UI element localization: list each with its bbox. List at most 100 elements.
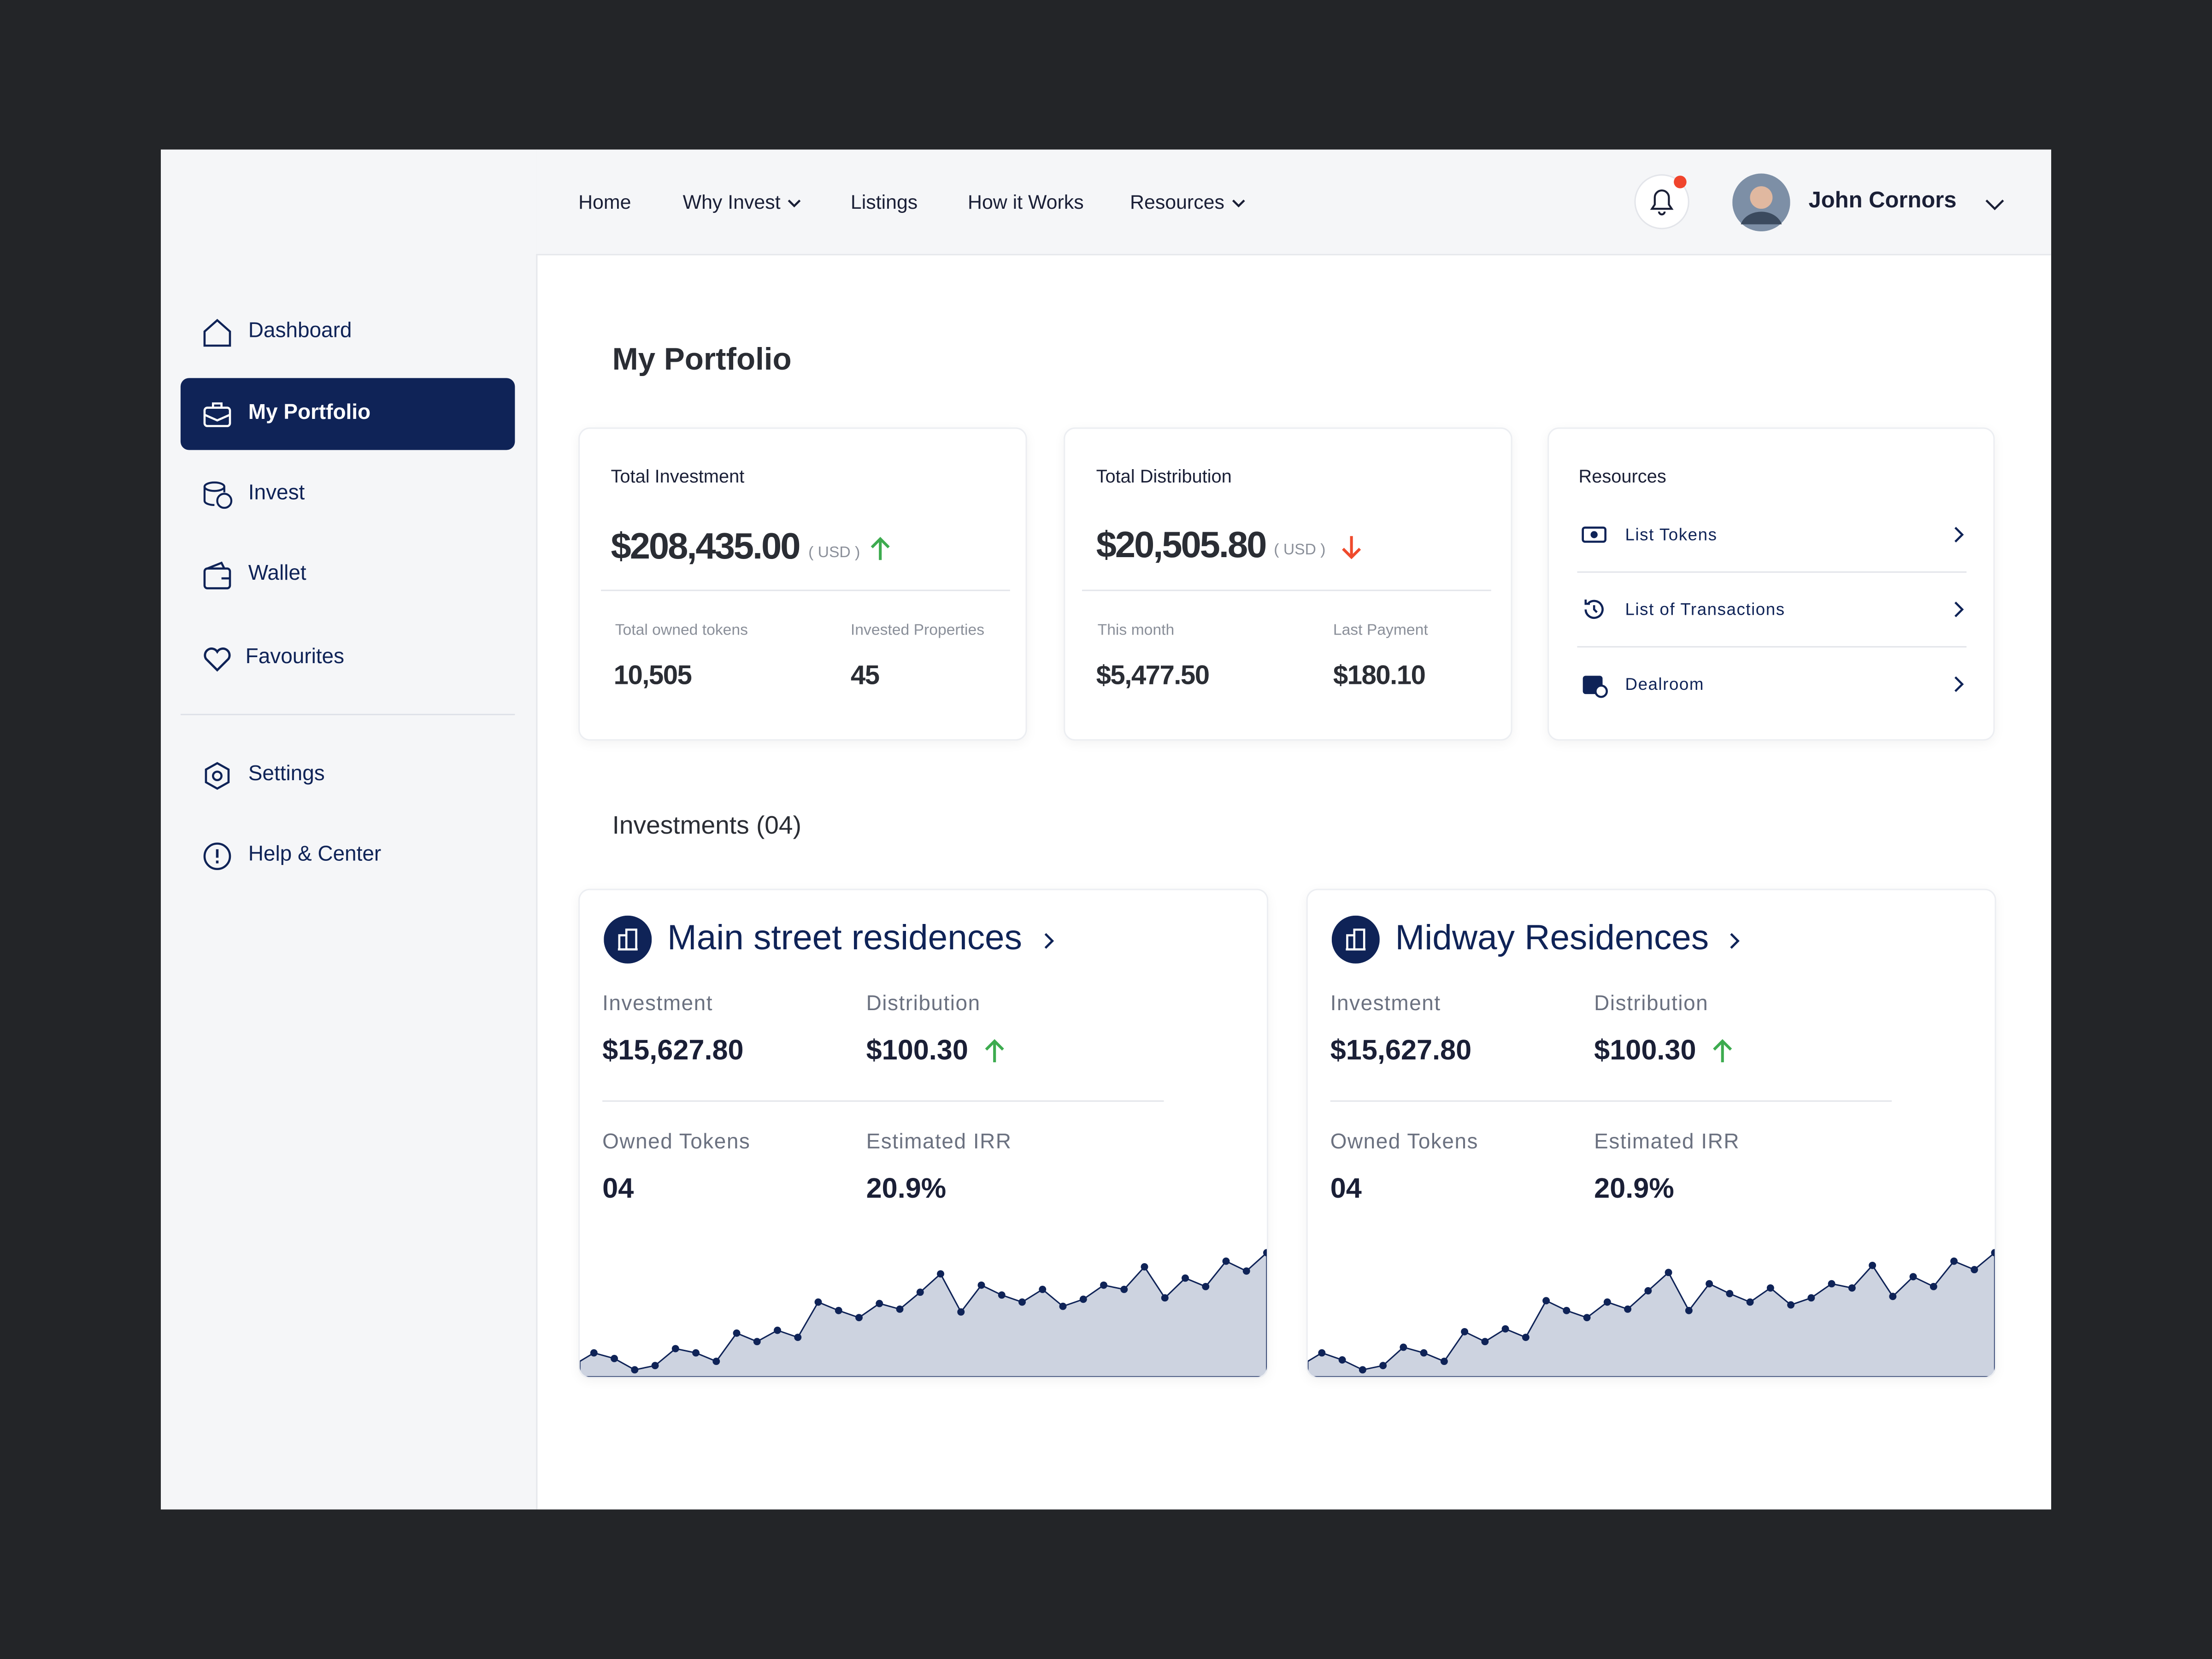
- sparkline-point: [1950, 1257, 1958, 1265]
- resource-icon: [1582, 526, 1606, 543]
- sparkline-point: [1848, 1284, 1856, 1292]
- sidebar-item[interactable]: Invest: [181, 459, 515, 530]
- field-label: Estimated IRR: [1594, 1130, 1740, 1154]
- sparkline-point: [1242, 1267, 1250, 1275]
- sparkline-point: [1787, 1301, 1795, 1309]
- stat-label: This month: [1097, 622, 1175, 639]
- icon: [203, 481, 233, 509]
- amount: $208,435.00: [611, 524, 801, 567]
- sparkline-point: [977, 1281, 985, 1289]
- sparkline-point: [1766, 1284, 1774, 1292]
- avatar[interactable]: [1732, 173, 1790, 232]
- sparkline-point: [1079, 1295, 1087, 1303]
- property-name[interactable]: Main street residences: [667, 918, 1022, 958]
- sparkline-point: [590, 1349, 598, 1357]
- field-value: $15,627.80: [1330, 1035, 1472, 1067]
- property-card[interactable]: [578, 888, 1269, 1378]
- icon: [203, 402, 231, 427]
- user-name[interactable]: John Cornors: [1808, 189, 1957, 213]
- nav-text: Why Invest: [682, 190, 781, 213]
- divider: [602, 1100, 1164, 1102]
- nav-link[interactable]: Listings: [850, 190, 918, 213]
- sidebar-item-active[interactable]: My Portfolio: [180, 378, 515, 450]
- sparkline-point: [1930, 1282, 1937, 1290]
- sidebar-label: My Portfolio: [248, 400, 371, 425]
- sparkline-point: [712, 1358, 720, 1365]
- amount: $20,505.80: [1096, 523, 1267, 566]
- sparkline-point: [1318, 1349, 1326, 1357]
- nav-link[interactable]: How it Works: [968, 190, 1084, 213]
- nav-link[interactable]: Home: [578, 190, 631, 213]
- chevron: [1232, 200, 1245, 208]
- sparkline-point: [1420, 1349, 1428, 1357]
- sidebar-label: Help & Center: [248, 842, 382, 866]
- sparkline-point: [1018, 1298, 1026, 1306]
- sparkline-point: [1141, 1263, 1148, 1271]
- icon: [203, 318, 231, 347]
- field-label: Owned Tokens: [1330, 1130, 1479, 1154]
- property-icon: [604, 915, 652, 964]
- sidebar-item[interactable]: Dashboard: [181, 296, 515, 368]
- sidebar-item[interactable]: Favourites: [181, 622, 515, 694]
- notification-button[interactable]: [1632, 172, 1692, 231]
- sparkline-point: [1481, 1338, 1489, 1346]
- stat-label: Invested Properties: [850, 622, 985, 639]
- field-value: 20.9%: [866, 1173, 947, 1205]
- property-icon: [1331, 915, 1380, 964]
- sparkline-point: [814, 1298, 822, 1306]
- sparkline-point: [1440, 1358, 1448, 1365]
- sparkline-point: [1379, 1362, 1387, 1370]
- property-name[interactable]: Midway Residences: [1395, 918, 1709, 958]
- user-menu-chevron[interactable]: [1983, 198, 2006, 212]
- down-arrow: [1342, 536, 1361, 559]
- sidebar-item[interactable]: Settings: [181, 739, 515, 811]
- sidebar-label: Invest: [248, 481, 305, 505]
- sparkline-point: [1828, 1280, 1835, 1288]
- field-value: $100.30: [866, 1035, 968, 1067]
- divider: [1330, 1100, 1892, 1102]
- sidebar-item[interactable]: Help & Center: [181, 820, 515, 892]
- sparkline-point: [1222, 1257, 1230, 1265]
- card-label: Total Distribution: [1096, 465, 1232, 487]
- sparkline-point: [1583, 1314, 1591, 1322]
- resource-link[interactable]: List Tokens: [1625, 524, 1718, 545]
- resource-icon: [1583, 676, 1608, 698]
- sparkline-point: [1909, 1273, 1917, 1281]
- sparkline-point: [916, 1288, 924, 1296]
- section-title: Investments (04): [612, 811, 801, 840]
- resource-link[interactable]: List of Transactions: [1625, 600, 1785, 619]
- sparkline-point: [1685, 1306, 1693, 1314]
- resource-icon: [1584, 600, 1604, 619]
- sparkline-point: [774, 1326, 781, 1334]
- sparkline-point: [1359, 1366, 1366, 1374]
- icon: [203, 842, 231, 871]
- field-label: Investment: [1330, 992, 1441, 1016]
- sidebar-item[interactable]: Wallet: [181, 539, 515, 611]
- property-card[interactable]: [1306, 888, 1996, 1378]
- stat-label: Total owned tokens: [615, 622, 748, 639]
- sparkline-point: [1563, 1306, 1571, 1314]
- chevron: [1954, 527, 1964, 543]
- field-label: Owned Tokens: [602, 1130, 751, 1154]
- field-value: 04: [602, 1173, 634, 1205]
- nav-link[interactable]: Why Invest: [683, 190, 803, 213]
- sparkline-point: [1869, 1261, 1877, 1269]
- stat-value: $5,477.50: [1096, 661, 1210, 691]
- sparkline-point: [998, 1291, 1006, 1299]
- sparkline-point: [753, 1338, 761, 1346]
- resource-link[interactable]: Dealroom: [1625, 674, 1705, 694]
- stat-value: 10,505: [613, 661, 692, 691]
- sparkline-point: [896, 1305, 904, 1313]
- sparkline-point: [1263, 1249, 1267, 1257]
- sparkline-point: [1807, 1294, 1815, 1302]
- sparkline-point: [611, 1355, 618, 1362]
- field-value: $15,627.80: [602, 1035, 744, 1067]
- sparkline-point: [1644, 1287, 1652, 1294]
- page-title: My Portfolio: [612, 341, 792, 377]
- field-label: Distribution: [866, 992, 981, 1016]
- sparkline-point: [1971, 1266, 1978, 1274]
- sparkline-point: [1100, 1281, 1107, 1289]
- nav-link[interactable]: Resources: [1130, 190, 1247, 213]
- unit: ( USD ): [1274, 541, 1326, 559]
- sparkline-point: [1542, 1297, 1550, 1305]
